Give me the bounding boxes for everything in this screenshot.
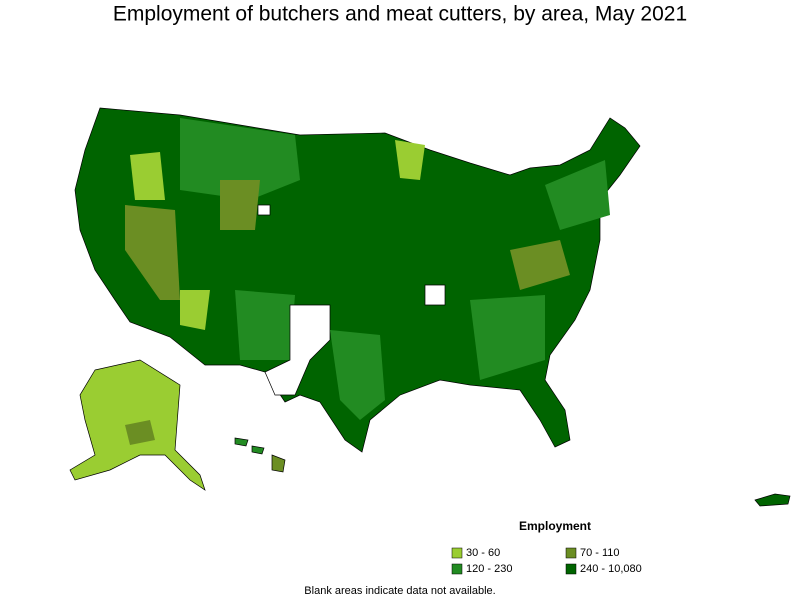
region-arizona: [180, 290, 210, 330]
region-appalachia: [510, 240, 570, 290]
region-no-data: [424, 284, 446, 306]
legend-label: 120 - 230: [466, 563, 512, 575]
region-west: [180, 118, 300, 200]
region-minnesota: [395, 140, 425, 180]
hawaii: [234, 437, 249, 447]
legend: 30 - 60 70 - 110 120 - 230 240 - 10,080: [451, 547, 642, 575]
region-southeast: [470, 295, 545, 380]
hawaii: [271, 454, 286, 473]
region-southwest: [235, 290, 295, 360]
region-oregon: [130, 152, 165, 200]
region-no-data: [264, 304, 331, 396]
region-texas: [330, 330, 385, 420]
map: [69, 107, 791, 507]
legend-swatch: [451, 547, 463, 559]
region-northeast: [545, 160, 610, 230]
puerto-rico: [754, 493, 791, 507]
footnote: Blank areas indicate data not available.: [304, 585, 495, 597]
legend-swatch: [565, 547, 577, 559]
legend-label: 70 - 110: [580, 547, 620, 559]
legend-swatch: [451, 563, 463, 575]
legend-label: 240 - 10,080: [580, 563, 642, 575]
region-nevada: [125, 205, 180, 300]
region-no-data: [257, 204, 271, 216]
legend-title: Employment: [519, 519, 591, 533]
alaska-region: [125, 420, 155, 445]
hawaii: [251, 445, 265, 455]
legend-swatch: [565, 563, 577, 575]
legend-label: 30 - 60: [466, 547, 500, 559]
map-title: Employment of butchers and meat cutters,…: [113, 3, 687, 26]
region-wyoming: [220, 180, 260, 230]
